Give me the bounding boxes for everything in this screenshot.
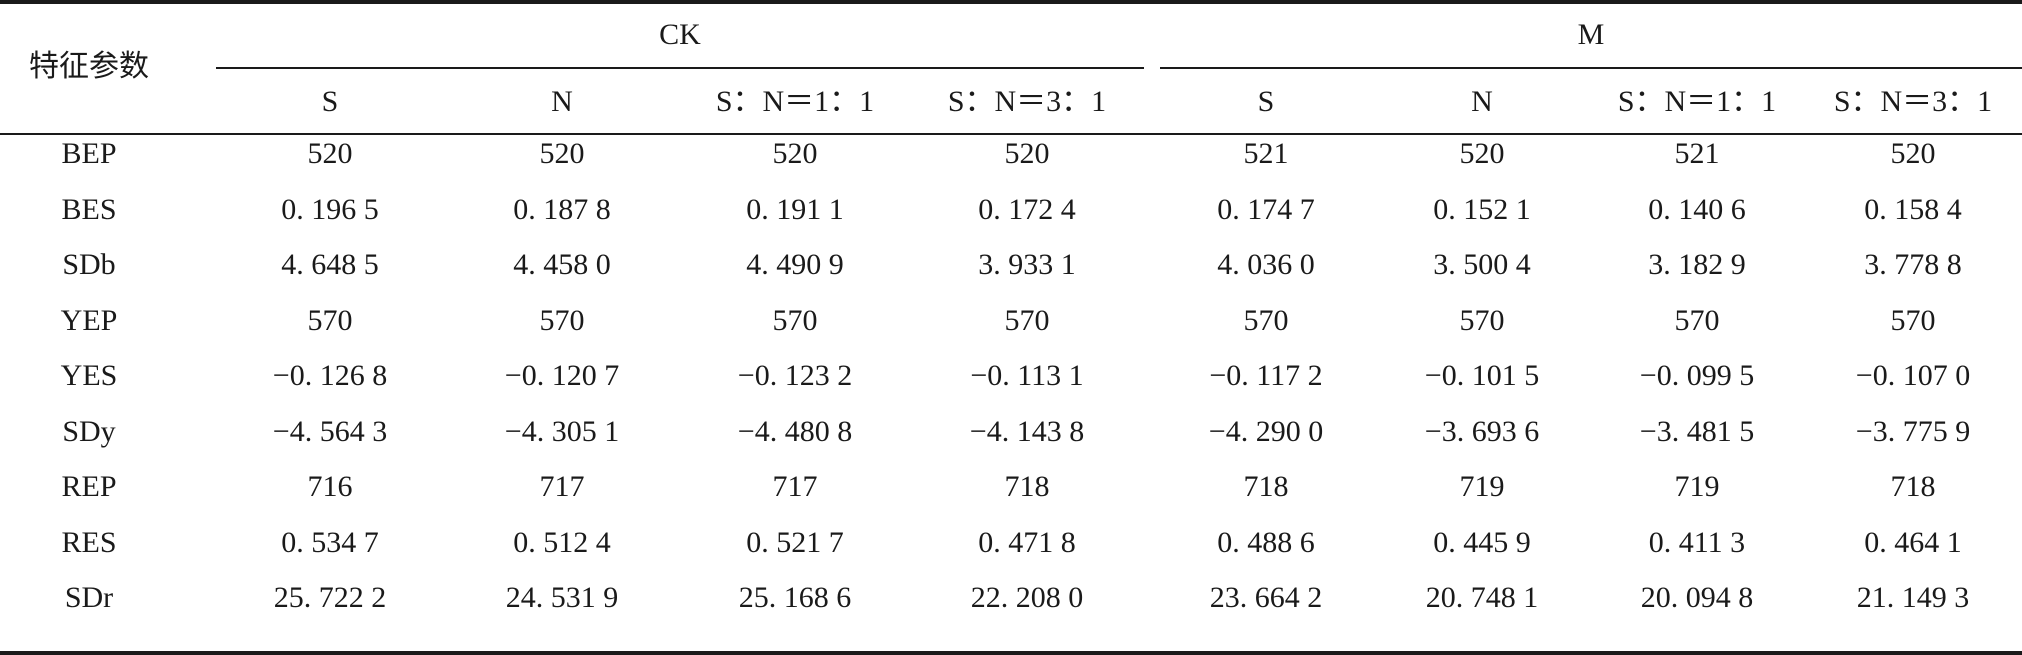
table-cell: 570	[1890, 304, 1936, 337]
group-header-m: M	[1577, 18, 1605, 51]
table-cell: 718	[1890, 470, 1936, 503]
column-header: S	[321, 85, 339, 118]
table-cell: 24. 531 9	[505, 581, 619, 614]
column-header: S：N＝1：1	[715, 85, 875, 118]
row-label: YES	[60, 359, 118, 392]
table-cell: 718	[1243, 470, 1289, 503]
table-cell: −4. 305 1	[504, 415, 620, 448]
table-cell: 0. 445 9	[1433, 526, 1531, 559]
table-cell: 719	[1459, 470, 1505, 503]
table-cell: 520	[1890, 137, 1936, 170]
row-label: BES	[61, 193, 117, 226]
table-cell: 719	[1674, 470, 1720, 503]
table-cell: 0. 464 1	[1864, 526, 1962, 559]
column-header: N	[551, 85, 573, 118]
table-cell: −0. 126 8	[272, 359, 388, 392]
table-cell: 4. 490 9	[746, 248, 844, 281]
table-cell: 520	[539, 137, 585, 170]
table-cell: −0. 117 2	[1209, 359, 1323, 392]
table-cell: 4. 458 0	[513, 248, 611, 281]
table-cell: 570	[1459, 304, 1505, 337]
table-cell: 718	[1004, 470, 1050, 503]
table-cell: −0. 099 5	[1639, 359, 1755, 392]
table-cell: 21. 149 3	[1856, 581, 1970, 614]
row-label: REP	[61, 470, 117, 503]
table-cell: 0. 191 1	[746, 193, 844, 226]
table-cell: −3. 693 6	[1424, 415, 1540, 448]
table-cell: −3. 481 5	[1639, 415, 1755, 448]
table-cell: 0. 521 7	[746, 526, 844, 559]
table-cell: −3. 775 9	[1855, 415, 1971, 448]
table-cell: 570	[307, 304, 353, 337]
table-cell: 570	[1243, 304, 1289, 337]
table-cell: 0. 411 3	[1648, 526, 1746, 559]
table-cell: 0. 140 6	[1648, 193, 1746, 226]
m-group-rule	[1160, 67, 2022, 69]
table-cell: 20. 094 8	[1640, 581, 1754, 614]
table-cell: 0. 488 6	[1217, 526, 1315, 559]
table-cell: 25. 722 2	[273, 581, 387, 614]
table-cell: 570	[1674, 304, 1720, 337]
table-cell: 521	[1674, 137, 1720, 170]
table-cell: −0. 120 7	[504, 359, 620, 392]
column-header: S：N＝3：1	[1833, 85, 1993, 118]
group-header-ck: CK	[659, 18, 701, 51]
table-cell: 3. 500 4	[1433, 248, 1531, 281]
table-cell: 23. 664 2	[1209, 581, 1323, 614]
row-label: SDb	[62, 248, 116, 281]
table-cell: 0. 174 7	[1217, 193, 1315, 226]
table-cell: 3. 778 8	[1864, 248, 1962, 281]
table-cell: 4. 036 0	[1217, 248, 1315, 281]
table-cell: 717	[772, 470, 818, 503]
table-cell: 520	[1004, 137, 1050, 170]
table-cell: 0. 196 5	[281, 193, 379, 226]
column-header: N	[1471, 85, 1493, 118]
table-cell: −4. 480 8	[737, 415, 853, 448]
table-cell: −0. 113 1	[970, 359, 1084, 392]
ck-group-rule	[216, 67, 1144, 69]
table-cell: 0. 158 4	[1864, 193, 1962, 226]
column-header: S	[1257, 85, 1275, 118]
row-label: BEP	[61, 137, 117, 170]
param-header: 特征参数	[29, 49, 149, 84]
table-cell: 570	[1004, 304, 1050, 337]
column-header: S：N＝3：1	[947, 85, 1107, 118]
table-cell: 570	[772, 304, 818, 337]
row-label: SDr	[64, 581, 114, 614]
table-cell: −4. 143 8	[969, 415, 1085, 448]
table-cell: 4. 648 5	[281, 248, 379, 281]
table-cell: 20. 748 1	[1425, 581, 1539, 614]
table-cell: −0. 107 0	[1855, 359, 1971, 392]
table-cell: −0. 101 5	[1424, 359, 1540, 392]
table-cell: 3. 182 9	[1648, 248, 1746, 281]
table-cell: 520	[307, 137, 353, 170]
table-cell: 3. 933 1	[978, 248, 1076, 281]
table-cell: 520	[1459, 137, 1505, 170]
table-cell: 570	[539, 304, 585, 337]
table-cell: −0. 123 2	[737, 359, 853, 392]
table-top-rule	[0, 0, 2022, 4]
table-cell: 0. 512 4	[513, 526, 611, 559]
table-cell: 717	[539, 470, 585, 503]
table-cell: 0. 534 7	[281, 526, 379, 559]
table-cell: 0. 172 4	[978, 193, 1076, 226]
table-cell: 25. 168 6	[738, 581, 852, 614]
row-label: YEP	[60, 304, 118, 337]
table-cell: 520	[772, 137, 818, 170]
table-cell: 22. 208 0	[970, 581, 1084, 614]
row-label: SDy	[62, 415, 116, 448]
table-cell: 0. 471 8	[978, 526, 1076, 559]
table-cell: 0. 152 1	[1433, 193, 1531, 226]
table-cell: 0. 187 8	[513, 193, 611, 226]
header-bottom-rule	[0, 133, 2022, 135]
table-cell: −4. 564 3	[272, 415, 388, 448]
table-cell: 716	[307, 470, 353, 503]
row-label: RES	[61, 526, 117, 559]
table-cell: −4. 290 0	[1208, 415, 1324, 448]
column-header: S：N＝1：1	[1617, 85, 1777, 118]
table-cell: 521	[1243, 137, 1289, 170]
table-bottom-rule	[0, 651, 2022, 655]
